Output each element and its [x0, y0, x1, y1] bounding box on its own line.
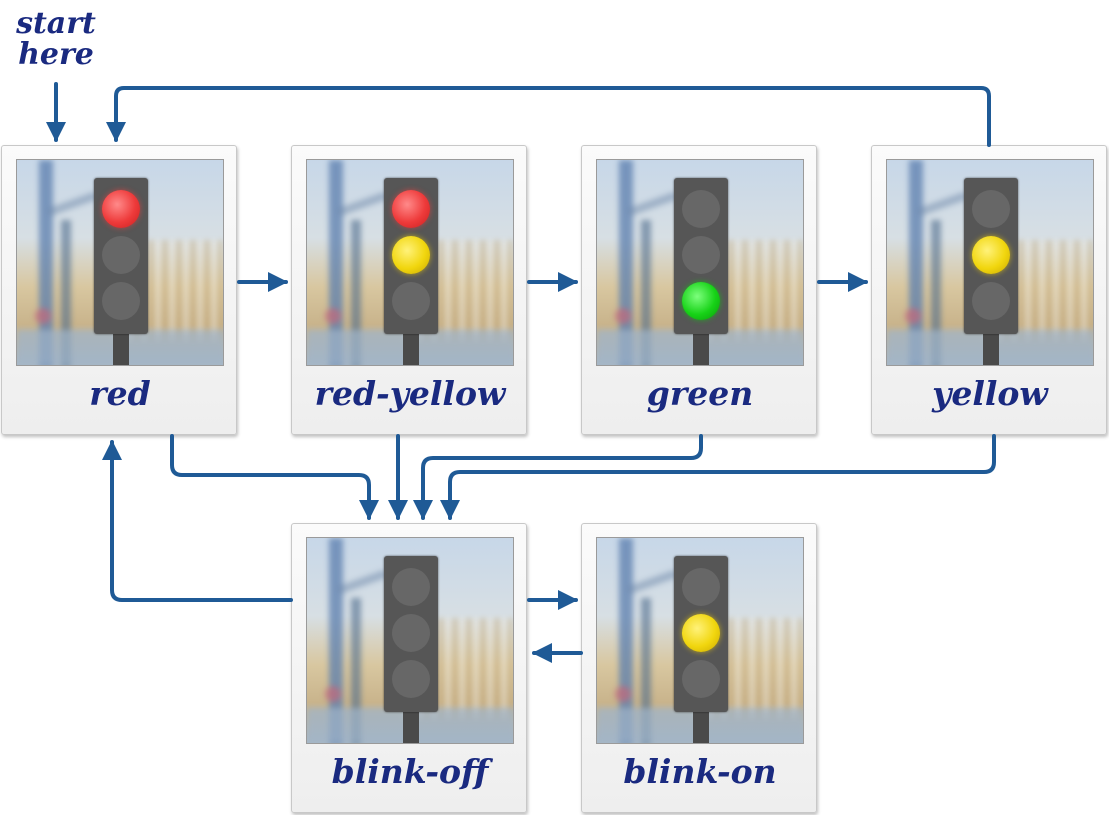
bottom-lamp [392, 282, 430, 320]
state-label: yellow [932, 374, 1048, 413]
signal-post [403, 334, 419, 365]
signal-post [113, 334, 129, 365]
signal-post [693, 712, 709, 743]
arrow-yellow-to-red [106, 86, 991, 147]
traffic-light-photo [886, 159, 1094, 366]
arrow-blink-off-to-red [102, 440, 293, 602]
traffic-light-photo [306, 537, 514, 744]
state-label: blink-off [331, 752, 489, 791]
top-lamp [682, 568, 720, 606]
middle-lamp [102, 236, 140, 274]
top-lamp-red-lit [392, 190, 430, 228]
middle-lamp [682, 236, 720, 274]
top-lamp [682, 190, 720, 228]
signal-housing [964, 178, 1018, 334]
signal-post [983, 334, 999, 365]
start-label-line2: here [18, 37, 94, 72]
traffic-light-photo [596, 159, 804, 366]
start-label: start here [6, 8, 106, 70]
middle-lamp [392, 614, 430, 652]
middle-lamp-yellow-lit [392, 236, 430, 274]
signal-housing [94, 178, 148, 334]
bottom-lamp [972, 282, 1010, 320]
top-lamp-red-lit [102, 190, 140, 228]
bottom-lamp [682, 660, 720, 698]
middle-lamp-yellow-lit [682, 614, 720, 652]
state-card-blink-on: blink-on [581, 523, 817, 813]
state-card-red-yellow: red-yellow [291, 145, 527, 435]
state-card-yellow: yellow [871, 145, 1107, 435]
state-card-red: red [1, 145, 237, 435]
bottom-lamp [392, 660, 430, 698]
start-label-line1: start [16, 6, 96, 41]
state-label: red [89, 374, 151, 413]
state-label: red-yellow [314, 374, 506, 413]
traffic-light-photo [306, 159, 514, 366]
state-label: green [646, 374, 754, 413]
signal-post [693, 334, 709, 365]
signal-post [403, 712, 419, 743]
traffic-light-photo [596, 537, 804, 744]
bottom-lamp [102, 282, 140, 320]
arrow-yellow-to-blink-off [440, 434, 996, 520]
signal-housing [674, 556, 728, 712]
middle-lamp-yellow-lit [972, 236, 1010, 274]
traffic-light-photo [16, 159, 224, 366]
signal-housing [674, 178, 728, 334]
state-card-blink-off: blink-off [291, 523, 527, 813]
state-card-green: green [581, 145, 817, 435]
state-label: blink-on [623, 752, 777, 791]
arrow-red-to-blink-off [170, 434, 379, 520]
arrow-green-to-blink-off [413, 434, 703, 520]
bottom-lamp-green-lit [682, 282, 720, 320]
signal-housing [384, 178, 438, 334]
top-lamp [392, 568, 430, 606]
top-lamp [972, 190, 1010, 228]
signal-housing [384, 556, 438, 712]
